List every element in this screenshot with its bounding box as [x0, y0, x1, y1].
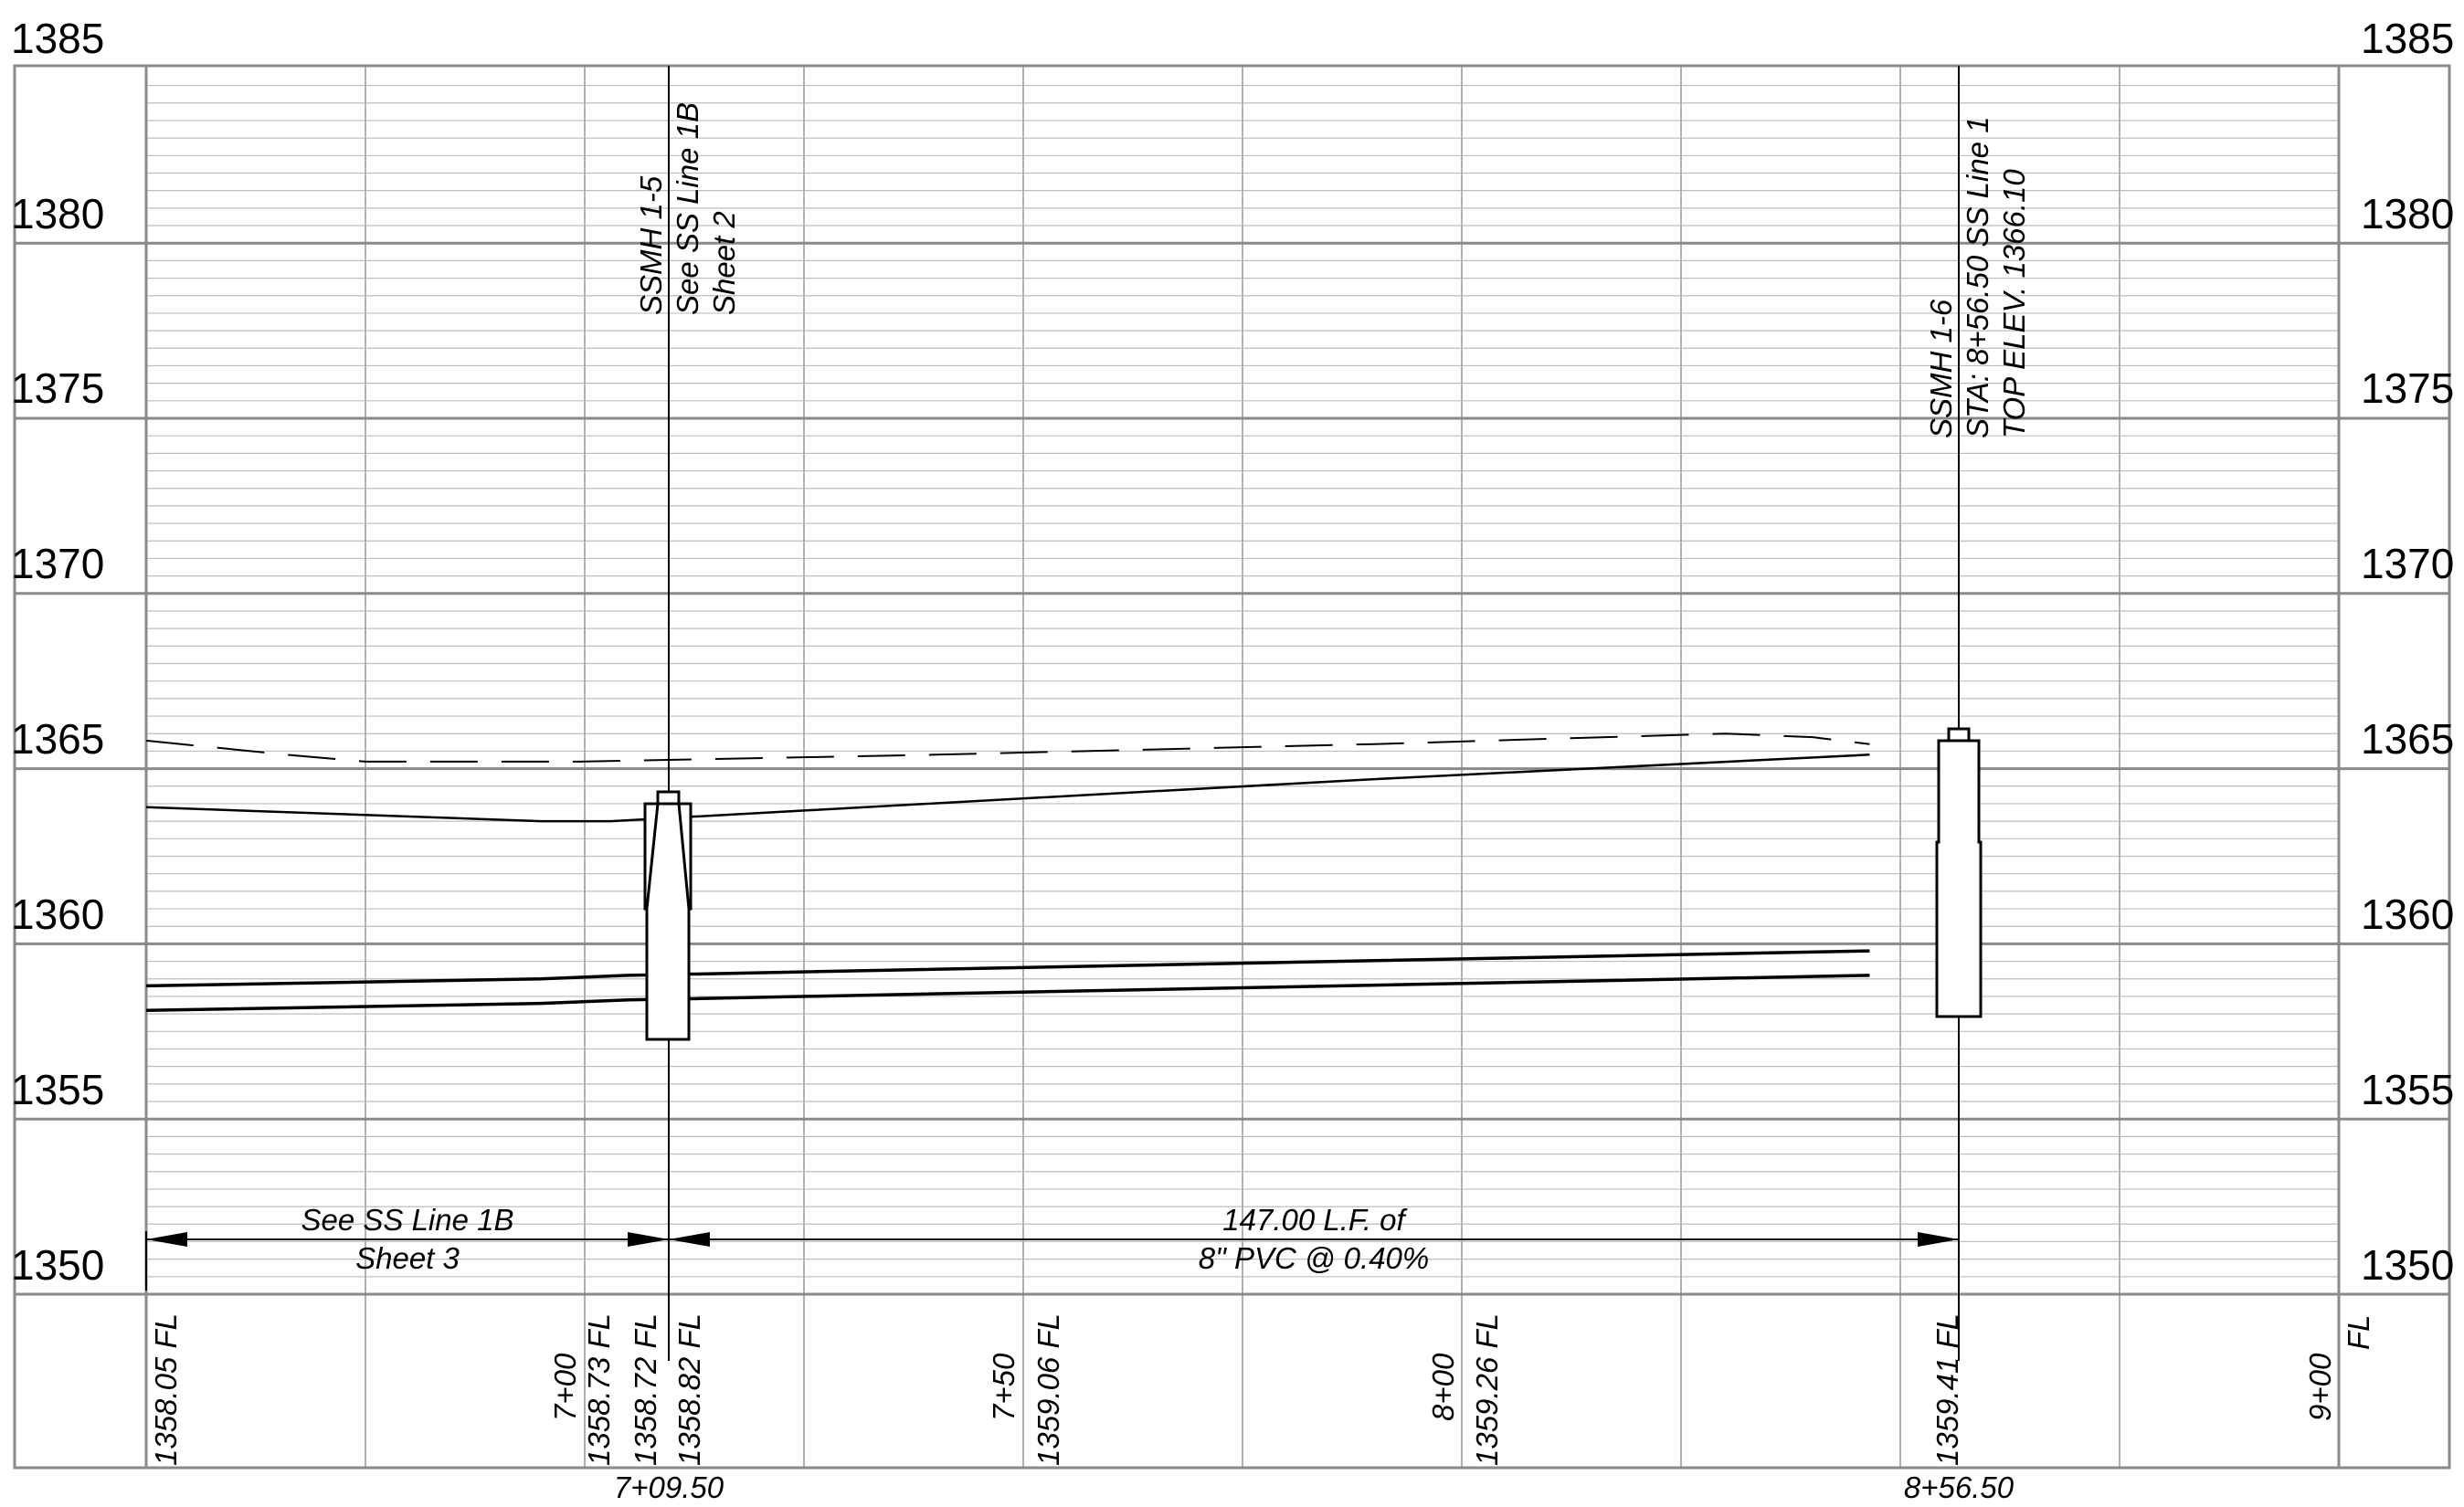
elevation-label: 1385: [11, 15, 104, 62]
elevation-label: 1350: [2361, 1241, 2454, 1289]
elevation-label: 1350: [11, 1241, 104, 1289]
elevation-label: 1360: [11, 890, 104, 938]
station-label: 9+00: [2303, 1353, 2337, 1421]
dimension-left-sheet: Sheet 3: [355, 1241, 460, 1275]
flowline-label: 1359.26 FL: [1470, 1313, 1504, 1466]
mh5-cone-right: [677, 803, 691, 910]
dimension-left: See SS Line 1B Sheet 3: [145, 1203, 669, 1291]
station-label: 7+00: [548, 1353, 582, 1421]
elevation-label: 1375: [2361, 364, 2454, 412]
flowline-label: 1358.05 FL: [149, 1313, 183, 1466]
arrowhead-left-end: [628, 1232, 669, 1247]
mh5-callout: SSMH 1-5 See SS Line 1B Sheet 2: [634, 102, 741, 315]
mh6-name: SSMH 1-6: [1924, 299, 1958, 438]
pipe-length-text: 147.00 L.F. of: [1222, 1203, 1408, 1237]
elevation-label: 1380: [11, 190, 104, 237]
mh6-station: STA: 8+56.50 SS Line 1: [1961, 116, 1994, 438]
pipe-spec-text: 8" PVC @ 0.40%: [1199, 1241, 1430, 1275]
station-gridlines: [365, 66, 2120, 1468]
flowline-label: 1359.06 FL: [1031, 1313, 1065, 1466]
flowline-label: 1358.82 FL: [672, 1313, 706, 1466]
elevation-label: 1385: [2361, 15, 2454, 62]
elevation-label: 1365: [2361, 715, 2454, 763]
mh5-name: SSMH 1-5: [634, 175, 668, 315]
station-label: 8+00: [1426, 1353, 1460, 1421]
arrowhead-pipe-end: [1918, 1232, 1959, 1247]
proposed-grade-line: [145, 754, 1870, 823]
flowline-label: FL: [2342, 1314, 2375, 1350]
profile-frame: [13, 64, 2451, 1470]
mh6-structure: [1935, 727, 1983, 1018]
elevation-label: 1370: [11, 540, 104, 587]
flowline-label: 1358.73 FL: [582, 1313, 616, 1466]
flowline-label: 1358.72 FL: [629, 1313, 662, 1466]
arrowhead-pipe-start: [669, 1232, 710, 1247]
mh5-sheet: Sheet 2: [707, 211, 741, 315]
dimension-pipe: 147.00 L.F. of 8" PVC @ 0.40%: [669, 1203, 1959, 1275]
pipe-invert-line: [145, 974, 1870, 1013]
pipe-crown-line: [145, 949, 1870, 988]
elevation-label: 1380: [2361, 190, 2454, 237]
elevation-labels-right: 1385 1380 1375 1370 1365 1360 1355 1350: [2361, 15, 2454, 1289]
elevation-label: 1355: [11, 1066, 104, 1113]
flowline-label: 1359.41 FL: [1930, 1313, 1964, 1466]
mh6-top-elevation: TOP ELEV. 1366.10: [1997, 169, 2031, 438]
existing-ground-line: [145, 732, 1870, 763]
elevation-label: 1355: [2361, 1066, 2454, 1113]
major-gridlines: [15, 241, 2449, 1121]
elevation-label: 1365: [11, 715, 104, 763]
arrowhead-left-start: [146, 1232, 187, 1247]
elevation-labels-left: 1385 1380 1375 1370 1365 1360 1355 1350: [11, 15, 104, 1289]
mh5-cone-left: [645, 803, 660, 910]
mh6-station-label: 8+56.50: [1904, 1470, 2015, 1504]
mh5-station-label: 7+09.50: [614, 1470, 724, 1504]
elevation-label: 1375: [11, 364, 104, 412]
mh5-reference: See SS Line 1B: [671, 102, 704, 315]
station-labels: 1358.05 FL 7+00 1358.73 FL 1358.72 FL 13…: [149, 1313, 2375, 1466]
mh5-structure: [643, 790, 693, 1041]
dimension-left-text: See SS Line 1B: [301, 1203, 514, 1237]
mh6-callout: SSMH 1-6 STA: 8+56.50 SS Line 1 TOP ELEV…: [1924, 116, 2031, 438]
elevation-label: 1360: [2361, 890, 2454, 938]
station-label: 7+50: [987, 1353, 1020, 1421]
elevation-label: 1370: [2361, 540, 2454, 587]
